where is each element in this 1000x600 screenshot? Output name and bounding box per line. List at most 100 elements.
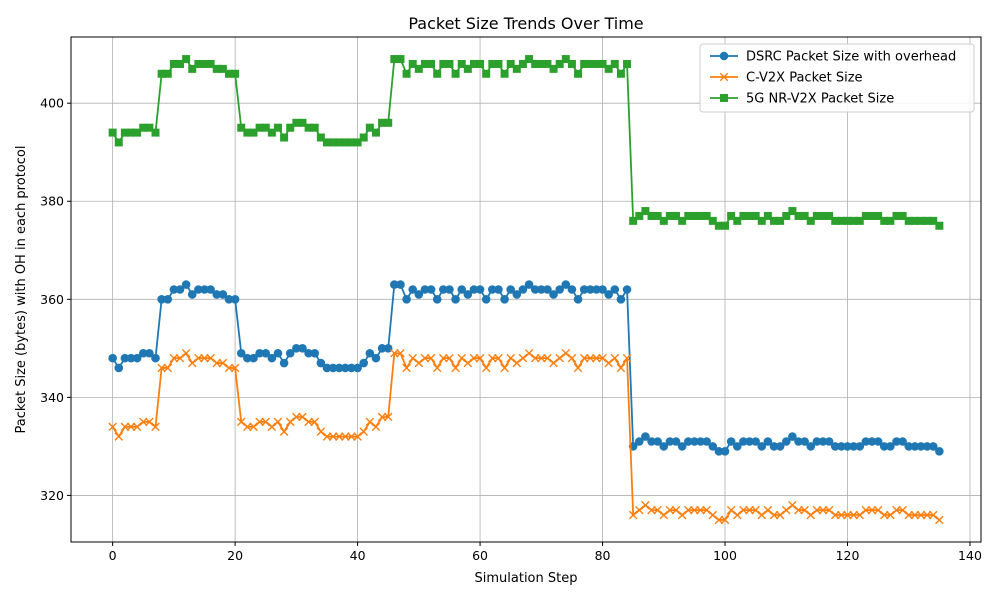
data-point — [518, 285, 528, 294]
data-point — [647, 211, 656, 220]
data-point — [334, 363, 344, 373]
data-point — [316, 133, 325, 142]
data-point — [837, 442, 846, 451]
data-point — [506, 59, 515, 68]
data-point — [133, 128, 142, 137]
data-point — [683, 505, 693, 515]
data-point — [653, 437, 662, 446]
data-point — [163, 69, 172, 78]
data-point — [886, 216, 895, 225]
data-point — [904, 510, 914, 520]
data-point — [420, 285, 430, 294]
data-point — [635, 211, 644, 220]
data-point — [402, 69, 411, 78]
data-point — [855, 442, 865, 451]
data-point — [592, 285, 601, 294]
data-point — [500, 69, 509, 78]
data-point — [298, 412, 307, 422]
data-point — [494, 285, 503, 294]
data-point — [874, 211, 883, 220]
data-point — [806, 510, 816, 520]
data-point — [574, 69, 583, 78]
data-point — [285, 417, 295, 427]
data-point — [678, 216, 687, 225]
data-point — [402, 295, 411, 304]
data-point — [224, 363, 234, 373]
data-point — [365, 123, 374, 132]
data-point — [867, 437, 877, 446]
data-point — [824, 437, 834, 446]
data-point — [702, 211, 711, 220]
data-point — [567, 285, 577, 294]
data-point — [163, 295, 173, 304]
data-point — [561, 348, 571, 358]
x-tick-label: 0 — [109, 548, 117, 563]
data-point — [830, 510, 840, 520]
data-point — [690, 211, 699, 220]
data-point — [328, 363, 338, 373]
data-point — [408, 59, 417, 68]
data-point — [236, 348, 246, 358]
data-point — [267, 422, 277, 432]
data-point — [892, 211, 901, 220]
data-point — [751, 211, 760, 220]
data-point — [634, 437, 644, 446]
data-point — [586, 285, 595, 294]
data-point — [849, 216, 858, 225]
legend-marker — [719, 51, 729, 61]
data-point — [726, 505, 736, 515]
data-point — [267, 353, 277, 363]
data-point — [157, 295, 166, 304]
data-point — [861, 437, 871, 446]
data-point — [745, 437, 754, 446]
data-point — [347, 363, 356, 373]
data-point — [843, 442, 852, 451]
data-point — [377, 344, 387, 353]
data-point — [200, 353, 209, 363]
legend-item: C-V2X Packet Size — [710, 71, 863, 86]
data-point — [929, 216, 938, 225]
data-point — [328, 432, 338, 441]
data-point — [267, 128, 276, 137]
y-tick-label: 320 — [40, 488, 64, 503]
data-point — [114, 363, 124, 373]
data-point — [910, 510, 920, 520]
data-point — [781, 505, 791, 515]
data-point — [579, 353, 589, 363]
data-point — [310, 417, 320, 427]
data-point — [763, 211, 772, 220]
data-point — [249, 353, 258, 363]
y-tick-label: 400 — [40, 96, 64, 111]
data-point — [151, 128, 160, 137]
data-point — [273, 417, 283, 427]
data-point — [108, 128, 117, 137]
axes: 0 20 40 60 80 100 120 140 320 340 360 380 400 — [40, 96, 982, 563]
plot-frame — [70, 36, 982, 543]
data-point — [537, 59, 546, 68]
data-point — [745, 211, 754, 220]
data-point — [659, 216, 668, 225]
series-2 — [108, 348, 944, 525]
data-point — [181, 280, 191, 289]
data-point — [616, 363, 626, 373]
data-point — [463, 64, 472, 73]
data-point — [579, 285, 589, 294]
data-point — [120, 353, 130, 363]
data-point — [475, 353, 485, 363]
data-point — [469, 59, 478, 68]
data-point — [634, 505, 644, 515]
data-point — [279, 427, 289, 436]
data-point — [923, 216, 932, 225]
legend: DSRC Packet Size with overhead C-V2X Pack… — [699, 43, 975, 113]
data-point — [543, 353, 552, 363]
data-point — [420, 353, 430, 363]
data-point — [610, 59, 619, 68]
data-point — [384, 118, 393, 127]
data-point — [445, 285, 454, 294]
data-point — [769, 442, 779, 451]
data-point — [867, 211, 876, 220]
data-point — [861, 505, 871, 515]
data-point — [524, 280, 534, 289]
data-point — [665, 505, 675, 515]
